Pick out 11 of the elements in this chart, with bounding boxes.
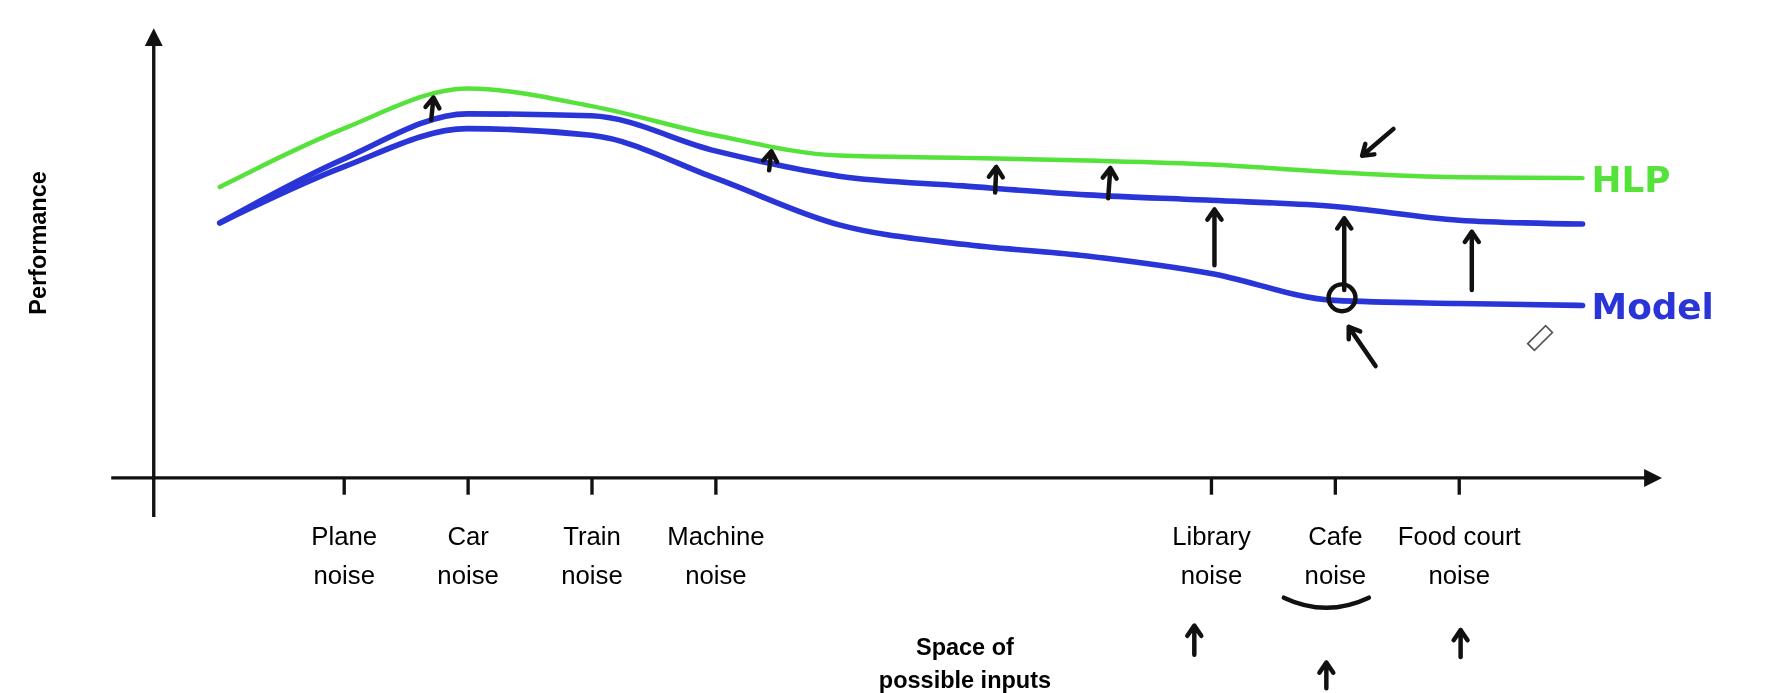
y-axis-title: Performance bbox=[25, 171, 52, 315]
x-tick-label: Plane noise bbox=[311, 521, 378, 590]
series-label: Model bbox=[1591, 285, 1714, 327]
x-tick-label: Cafe noise bbox=[1304, 521, 1367, 590]
series-label: HLP bbox=[1591, 158, 1671, 200]
x-tick-label: Library noise bbox=[1172, 521, 1251, 590]
x-tick-label: Food court noise bbox=[1397, 521, 1521, 590]
x-tick-label: Car noise bbox=[437, 521, 499, 590]
x-tick-label: Machine noise bbox=[667, 521, 765, 590]
x-tick-label: Train noise bbox=[561, 521, 623, 590]
x-axis-title: Space of possible inputs bbox=[878, 633, 1052, 693]
